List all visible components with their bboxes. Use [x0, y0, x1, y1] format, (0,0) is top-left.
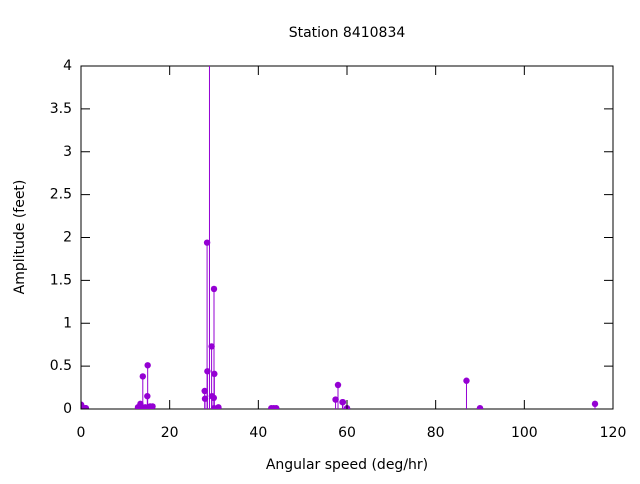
stem-dot: [210, 285, 218, 293]
stem-dot: [334, 381, 342, 389]
x-tick-label: 120: [600, 425, 627, 441]
x-tick-label: 0: [77, 425, 86, 441]
stem-dot: [339, 398, 347, 406]
chart-title: Station 8410834: [289, 25, 406, 41]
stem-dot: [211, 370, 218, 378]
y-tick-label: 2: [63, 230, 72, 246]
stem-dot: [332, 396, 339, 403]
stem-dot: [208, 343, 215, 350]
y-tick-label: 0.5: [50, 358, 72, 374]
y-tick-label: 1.5: [50, 272, 72, 288]
stem-dot: [82, 404, 90, 409]
y-tick-label: 2.5: [50, 187, 72, 203]
x-tick-label: 60: [338, 425, 356, 441]
stem-dot: [201, 387, 208, 395]
x-tick-label: 40: [249, 425, 267, 441]
plot-area: [81, 20, 599, 409]
x-tick-label: 20: [161, 425, 179, 441]
stem-dot: [476, 404, 484, 409]
stem-dot: [206, 20, 212, 26]
y-tick-label: 4: [63, 58, 72, 74]
stem-dot: [591, 400, 599, 408]
y-tick-label: 3.5: [50, 101, 72, 117]
x-tick-label: 80: [427, 425, 445, 441]
stem-dot: [215, 404, 222, 409]
x-tick-label: 100: [511, 425, 538, 441]
plot-border: [80, 65, 614, 410]
x-axis-label: Angular speed (deg/hr): [266, 457, 428, 473]
stem-dot: [273, 404, 280, 409]
y-axis-label: Amplitude (feet): [12, 180, 28, 295]
y-tick-label: 3: [63, 144, 72, 160]
stem-dot: [139, 373, 147, 380]
y-tick-label: 0: [63, 401, 72, 417]
stem-dot: [463, 377, 470, 384]
stem-dot: [144, 362, 151, 369]
stem-dot: [149, 403, 156, 409]
stem-dot: [203, 239, 211, 246]
y-tick-label: 1: [63, 315, 72, 331]
